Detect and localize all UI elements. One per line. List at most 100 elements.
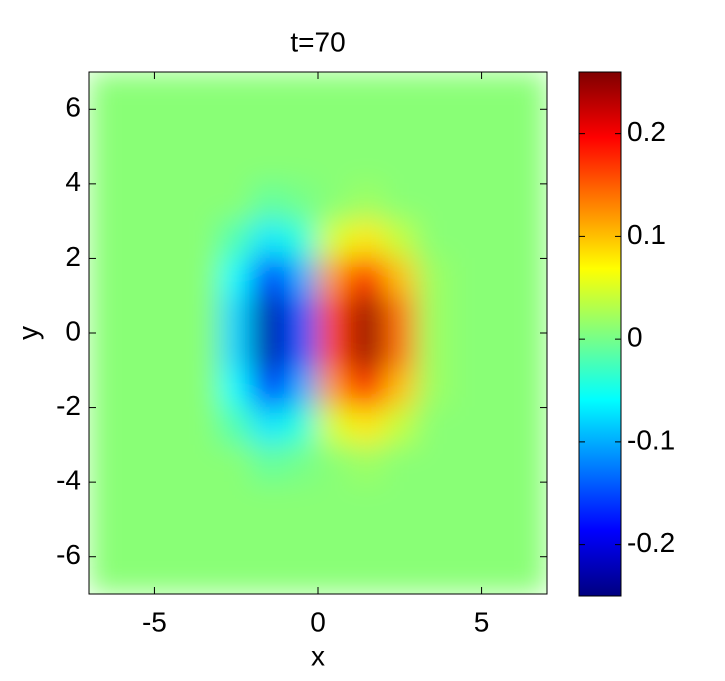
heatmap-cell bbox=[350, 481, 384, 520]
heatmap-cell bbox=[317, 108, 352, 148]
heatmap-cell bbox=[121, 369, 155, 409]
heatmap-cell bbox=[382, 518, 417, 558]
heatmap-cell bbox=[415, 444, 450, 483]
heatmap-cell bbox=[252, 407, 286, 446]
heatmap-cell bbox=[219, 407, 254, 446]
heatmap-cell bbox=[252, 72, 286, 110]
heatmap-cell bbox=[89, 146, 123, 185]
heatmap-cell bbox=[317, 556, 352, 594]
chart-title: t=70 bbox=[290, 26, 345, 57]
heatmap-cell bbox=[513, 369, 547, 409]
heatmap-cell bbox=[415, 369, 450, 409]
heatmap-cell bbox=[350, 556, 384, 594]
heatmap-cell bbox=[382, 146, 417, 185]
heatmap-cell bbox=[513, 407, 547, 446]
heatmap-cell bbox=[121, 220, 155, 259]
y-tick-label: 4 bbox=[65, 166, 81, 197]
heatmap-cell bbox=[415, 556, 450, 594]
y-tick-label: 0 bbox=[65, 315, 81, 346]
heatmap-cell bbox=[252, 332, 286, 371]
heatmap-cell bbox=[481, 108, 515, 148]
heatmap-cell bbox=[121, 146, 155, 185]
heatmap-cell bbox=[382, 556, 417, 594]
heatmap-cell bbox=[89, 295, 123, 334]
heatmap-cell bbox=[219, 332, 254, 371]
heatmap-cell bbox=[89, 332, 123, 371]
heatmap-cell bbox=[186, 332, 221, 371]
heatmap-cell bbox=[219, 146, 254, 185]
heatmap-cell bbox=[513, 108, 547, 148]
heatmap-cell bbox=[415, 220, 450, 259]
heatmap-cell bbox=[481, 183, 515, 222]
heatmap-cell bbox=[415, 295, 450, 334]
heatmap-cell bbox=[121, 257, 155, 297]
colorbar-tick-label: 0 bbox=[627, 322, 643, 353]
heatmap-cell bbox=[153, 481, 188, 520]
heatmap-cell bbox=[382, 295, 417, 334]
y-tick-label: -2 bbox=[56, 390, 81, 421]
heatmap-cell bbox=[481, 481, 515, 520]
heatmap-cell bbox=[448, 183, 483, 222]
heatmap-cell bbox=[481, 369, 515, 409]
heatmap-cell bbox=[252, 295, 286, 334]
heatmap-cell bbox=[219, 444, 254, 483]
heatmap-cell bbox=[382, 72, 417, 110]
heatmap-cell bbox=[513, 481, 547, 520]
heatmap-cell bbox=[89, 444, 123, 483]
heatmap bbox=[89, 72, 547, 594]
heatmap-cell bbox=[89, 257, 123, 297]
heatmap-cell bbox=[448, 72, 483, 110]
heatmap-cell bbox=[153, 295, 188, 334]
heatmap-cell bbox=[317, 369, 352, 409]
heatmap-cell bbox=[186, 518, 221, 558]
heatmap-cell bbox=[382, 369, 417, 409]
heatmap-cell bbox=[481, 146, 515, 185]
heatmap-cell bbox=[448, 220, 483, 259]
heatmap-cell bbox=[448, 257, 483, 297]
heatmap-cell bbox=[513, 518, 547, 558]
colorbar-tick-label: -0.2 bbox=[627, 527, 675, 558]
heatmap-cell bbox=[252, 369, 286, 409]
heatmap-cell bbox=[382, 444, 417, 483]
heatmap-cell bbox=[186, 444, 221, 483]
heatmap-cell bbox=[415, 518, 450, 558]
x-tick-label: 5 bbox=[474, 606, 490, 637]
heatmap-cell bbox=[350, 220, 384, 259]
heatmap-cell bbox=[186, 257, 221, 297]
heatmap-cell bbox=[153, 257, 188, 297]
heatmap-cell bbox=[284, 295, 319, 334]
heatmap-cell bbox=[252, 518, 286, 558]
heatmap-cell bbox=[252, 556, 286, 594]
x-tick-label: -5 bbox=[142, 606, 167, 637]
heatmap-cell bbox=[186, 108, 221, 148]
heatmap-cell bbox=[89, 407, 123, 446]
heatmap-cell bbox=[284, 72, 319, 110]
heatmap-cell bbox=[186, 556, 221, 594]
heatmap-cell bbox=[89, 108, 123, 148]
heatmap-cell bbox=[513, 220, 547, 259]
y-tick-label: 2 bbox=[65, 241, 81, 272]
heatmap-cell bbox=[448, 108, 483, 148]
heatmap-cell bbox=[382, 481, 417, 520]
heatmap-cell bbox=[513, 295, 547, 334]
heatmap-cell bbox=[350, 146, 384, 185]
heatmap-cell bbox=[121, 72, 155, 110]
heatmap-cell bbox=[186, 407, 221, 446]
heatmap-cell bbox=[186, 220, 221, 259]
heatmap-cell bbox=[448, 369, 483, 409]
heatmap-cell bbox=[153, 72, 188, 110]
heatmap-cell bbox=[121, 518, 155, 558]
heatmap-cell bbox=[448, 481, 483, 520]
heatmap-cell bbox=[252, 257, 286, 297]
heatmap-cell bbox=[219, 518, 254, 558]
heatmap-cell bbox=[317, 257, 352, 297]
heatmap-cell bbox=[513, 556, 547, 594]
heatmap-cell bbox=[415, 146, 450, 185]
heatmap-cell bbox=[89, 183, 123, 222]
colorbar-tick-label: 0.2 bbox=[627, 116, 666, 147]
x-axis-label: x bbox=[311, 640, 325, 671]
heatmap-cell bbox=[219, 220, 254, 259]
heatmap-cell bbox=[317, 481, 352, 520]
heatmap-cell bbox=[219, 183, 254, 222]
